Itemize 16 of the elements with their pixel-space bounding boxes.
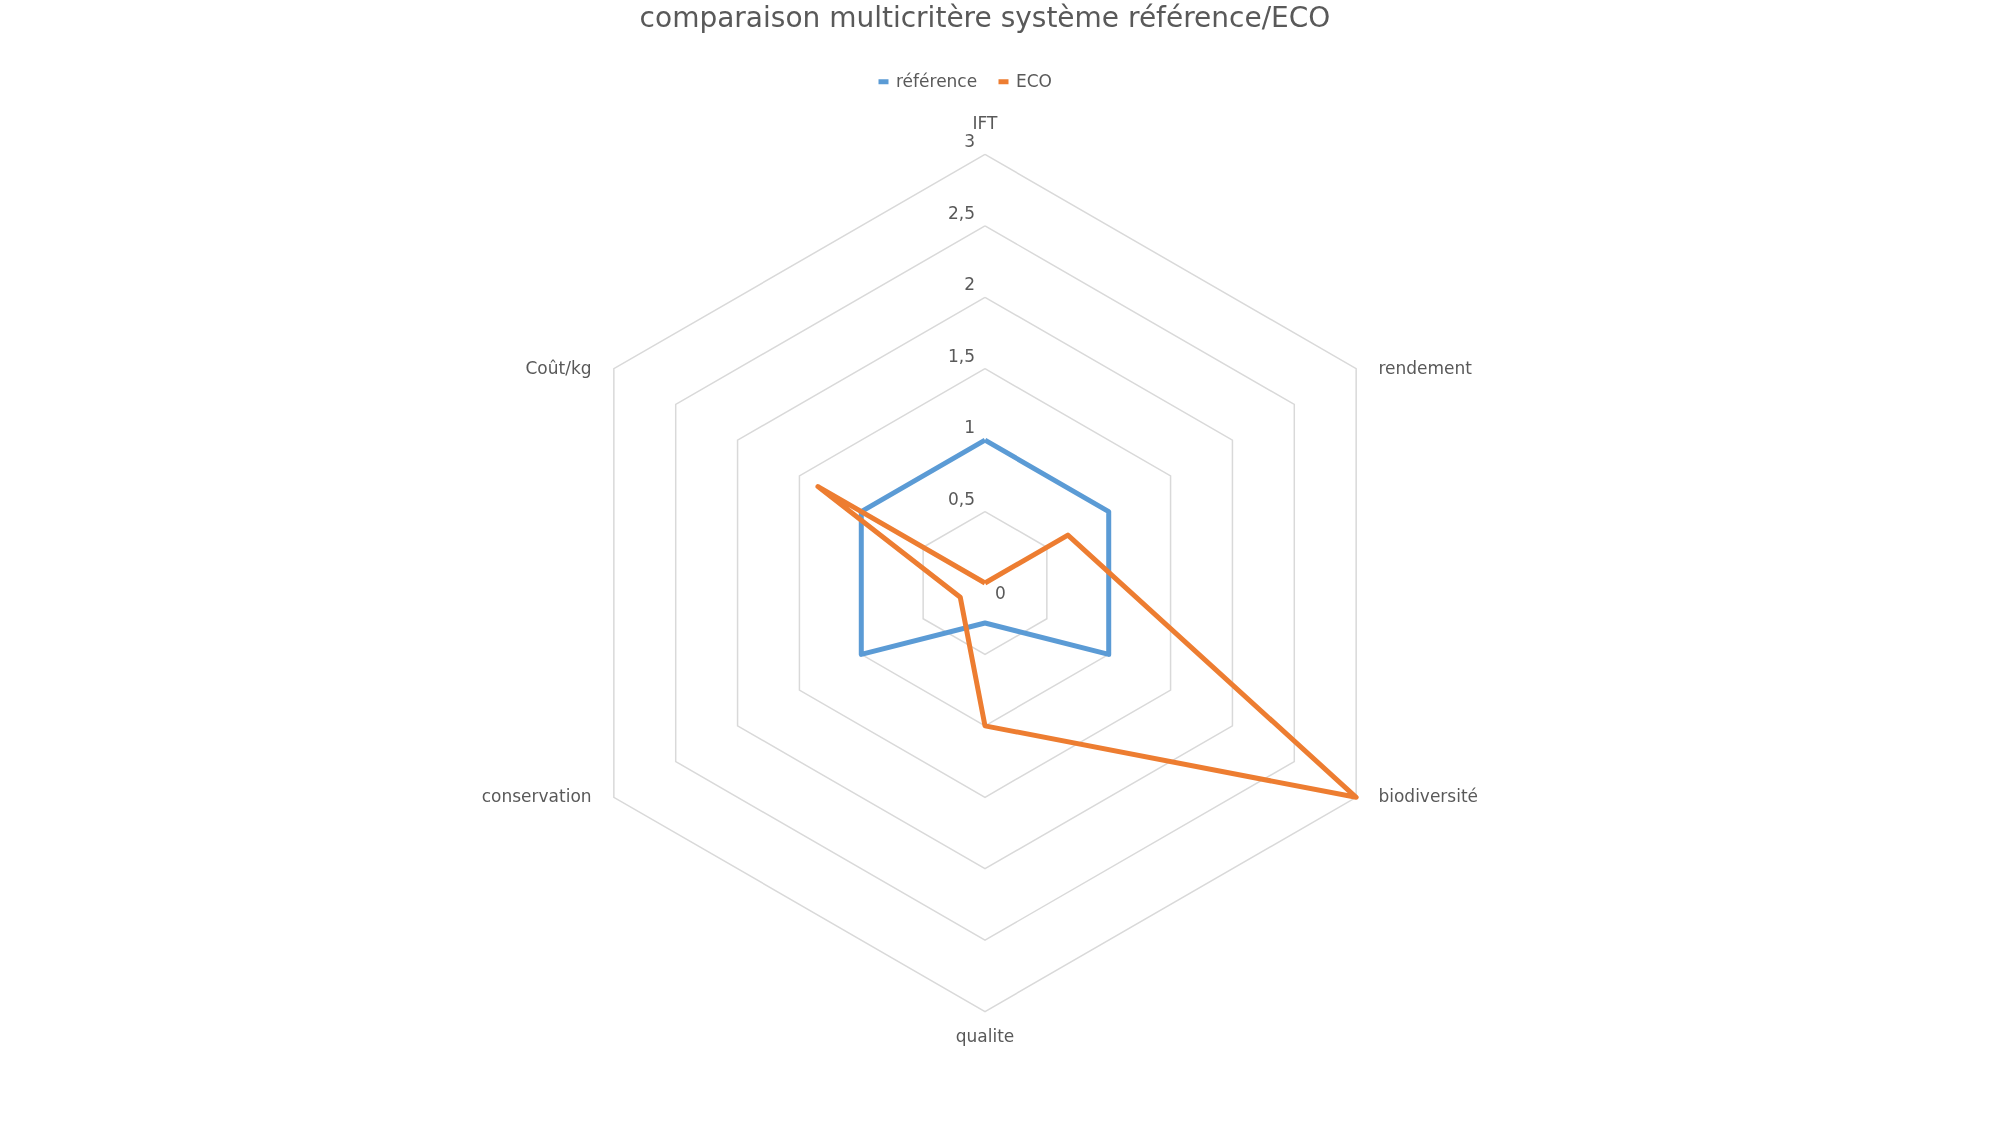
y-tick-label: 0 <box>995 583 1006 603</box>
spoke-label: Coût/kg <box>525 357 592 378</box>
y-tick-label: 2 <box>964 274 975 295</box>
y-tick-label: 1,5 <box>947 345 975 366</box>
legend-label: ECO <box>1016 70 1052 91</box>
spoke-label: qualite <box>955 1026 1015 1047</box>
y-tick-label: 3 <box>964 131 975 152</box>
spoke-label: rendement <box>1378 357 1473 378</box>
spoke-label: IFT <box>972 113 999 134</box>
y-tick-label: 0,5 <box>947 488 975 509</box>
chart-title: comparaison multicritère système référence/ECO <box>639 1 1331 34</box>
legend-label: référence <box>896 70 978 91</box>
y-tick-label: 1 <box>964 417 975 438</box>
spoke-label: biodiversité <box>1378 786 1479 807</box>
y-tick-label: 2,5 <box>947 202 975 223</box>
spoke-label: conservation <box>481 786 592 807</box>
